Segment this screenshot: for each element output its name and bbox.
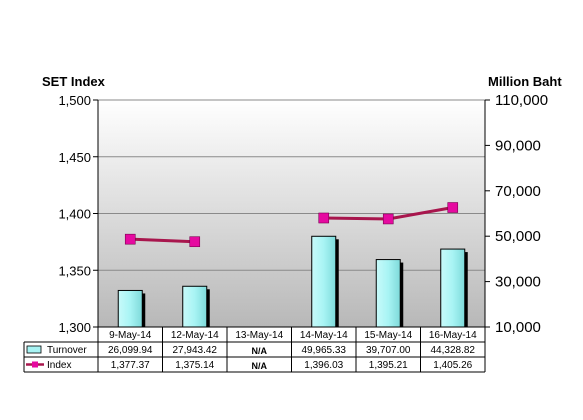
index-point [382,213,394,225]
data-label: 1,405.26 [433,360,472,371]
index-point [318,212,330,224]
data-label: 44,328.82 [431,345,476,356]
right-tick-label: 70,000 [495,183,541,200]
category-label: 12-May-14 [171,330,219,341]
data-label: 1,396.03 [304,360,343,371]
index-line-segment [130,237,195,244]
index-line [124,202,459,248]
data-label: N/A [252,361,268,371]
data-label: 26,099.94 [108,345,153,356]
category-label: 14-May-14 [300,330,348,341]
turnover-bar [375,259,401,328]
data-label: N/A [252,346,268,356]
series-name: Turnover [47,345,87,356]
turnover-bar [182,285,208,328]
left-axis-title: SET Index [42,74,106,89]
index-point [124,233,136,245]
legend-key-index-marker [32,361,38,368]
data-label: 39,707.00 [366,345,411,356]
series-name: Index [47,360,71,371]
right-axis-title: Million Baht [488,74,562,89]
left-tick-label: 1,300 [58,320,91,335]
data-table: 9-May-14 12-May-14 13-May-14 14-May-14 15-Ma… [23,326,486,373]
turnover-bar [117,289,143,328]
data-label: 1,377.37 [111,360,150,371]
left-tick-label: 1,350 [58,263,91,278]
turnover-bars [117,235,468,328]
data-label: 1,395.21 [369,360,408,371]
data-label: 27,943.42 [173,345,218,356]
left-tick-label: 1,500 [58,93,91,108]
category-label: 9-May-14 [109,330,152,341]
right-tick-label: 90,000 [495,137,541,154]
category-label: 16-May-14 [429,330,477,341]
index-point [189,236,201,248]
data-label: 1,375.14 [175,360,214,371]
right-tick-label: 10,000 [495,319,541,336]
index-point [447,202,459,213]
data-label: 49,965.33 [302,345,347,356]
category-label: 13-May-14 [235,330,283,341]
turnover-bar [440,248,466,328]
tick-labels: 1,300 1,350 1,400 1,450 1,500 10,000 30,000 50,… [58,92,548,336]
turnover-bar [311,235,337,328]
right-tick-label: 110,000 [495,92,548,109]
left-tick-label: 1,450 [58,150,91,165]
right-tick-label: 30,000 [495,274,541,291]
left-tick-label: 1,400 [58,207,91,222]
legend-key-turnover [26,345,42,354]
right-tick-label: 50,000 [495,228,541,245]
category-label: 15-May-14 [364,330,412,341]
